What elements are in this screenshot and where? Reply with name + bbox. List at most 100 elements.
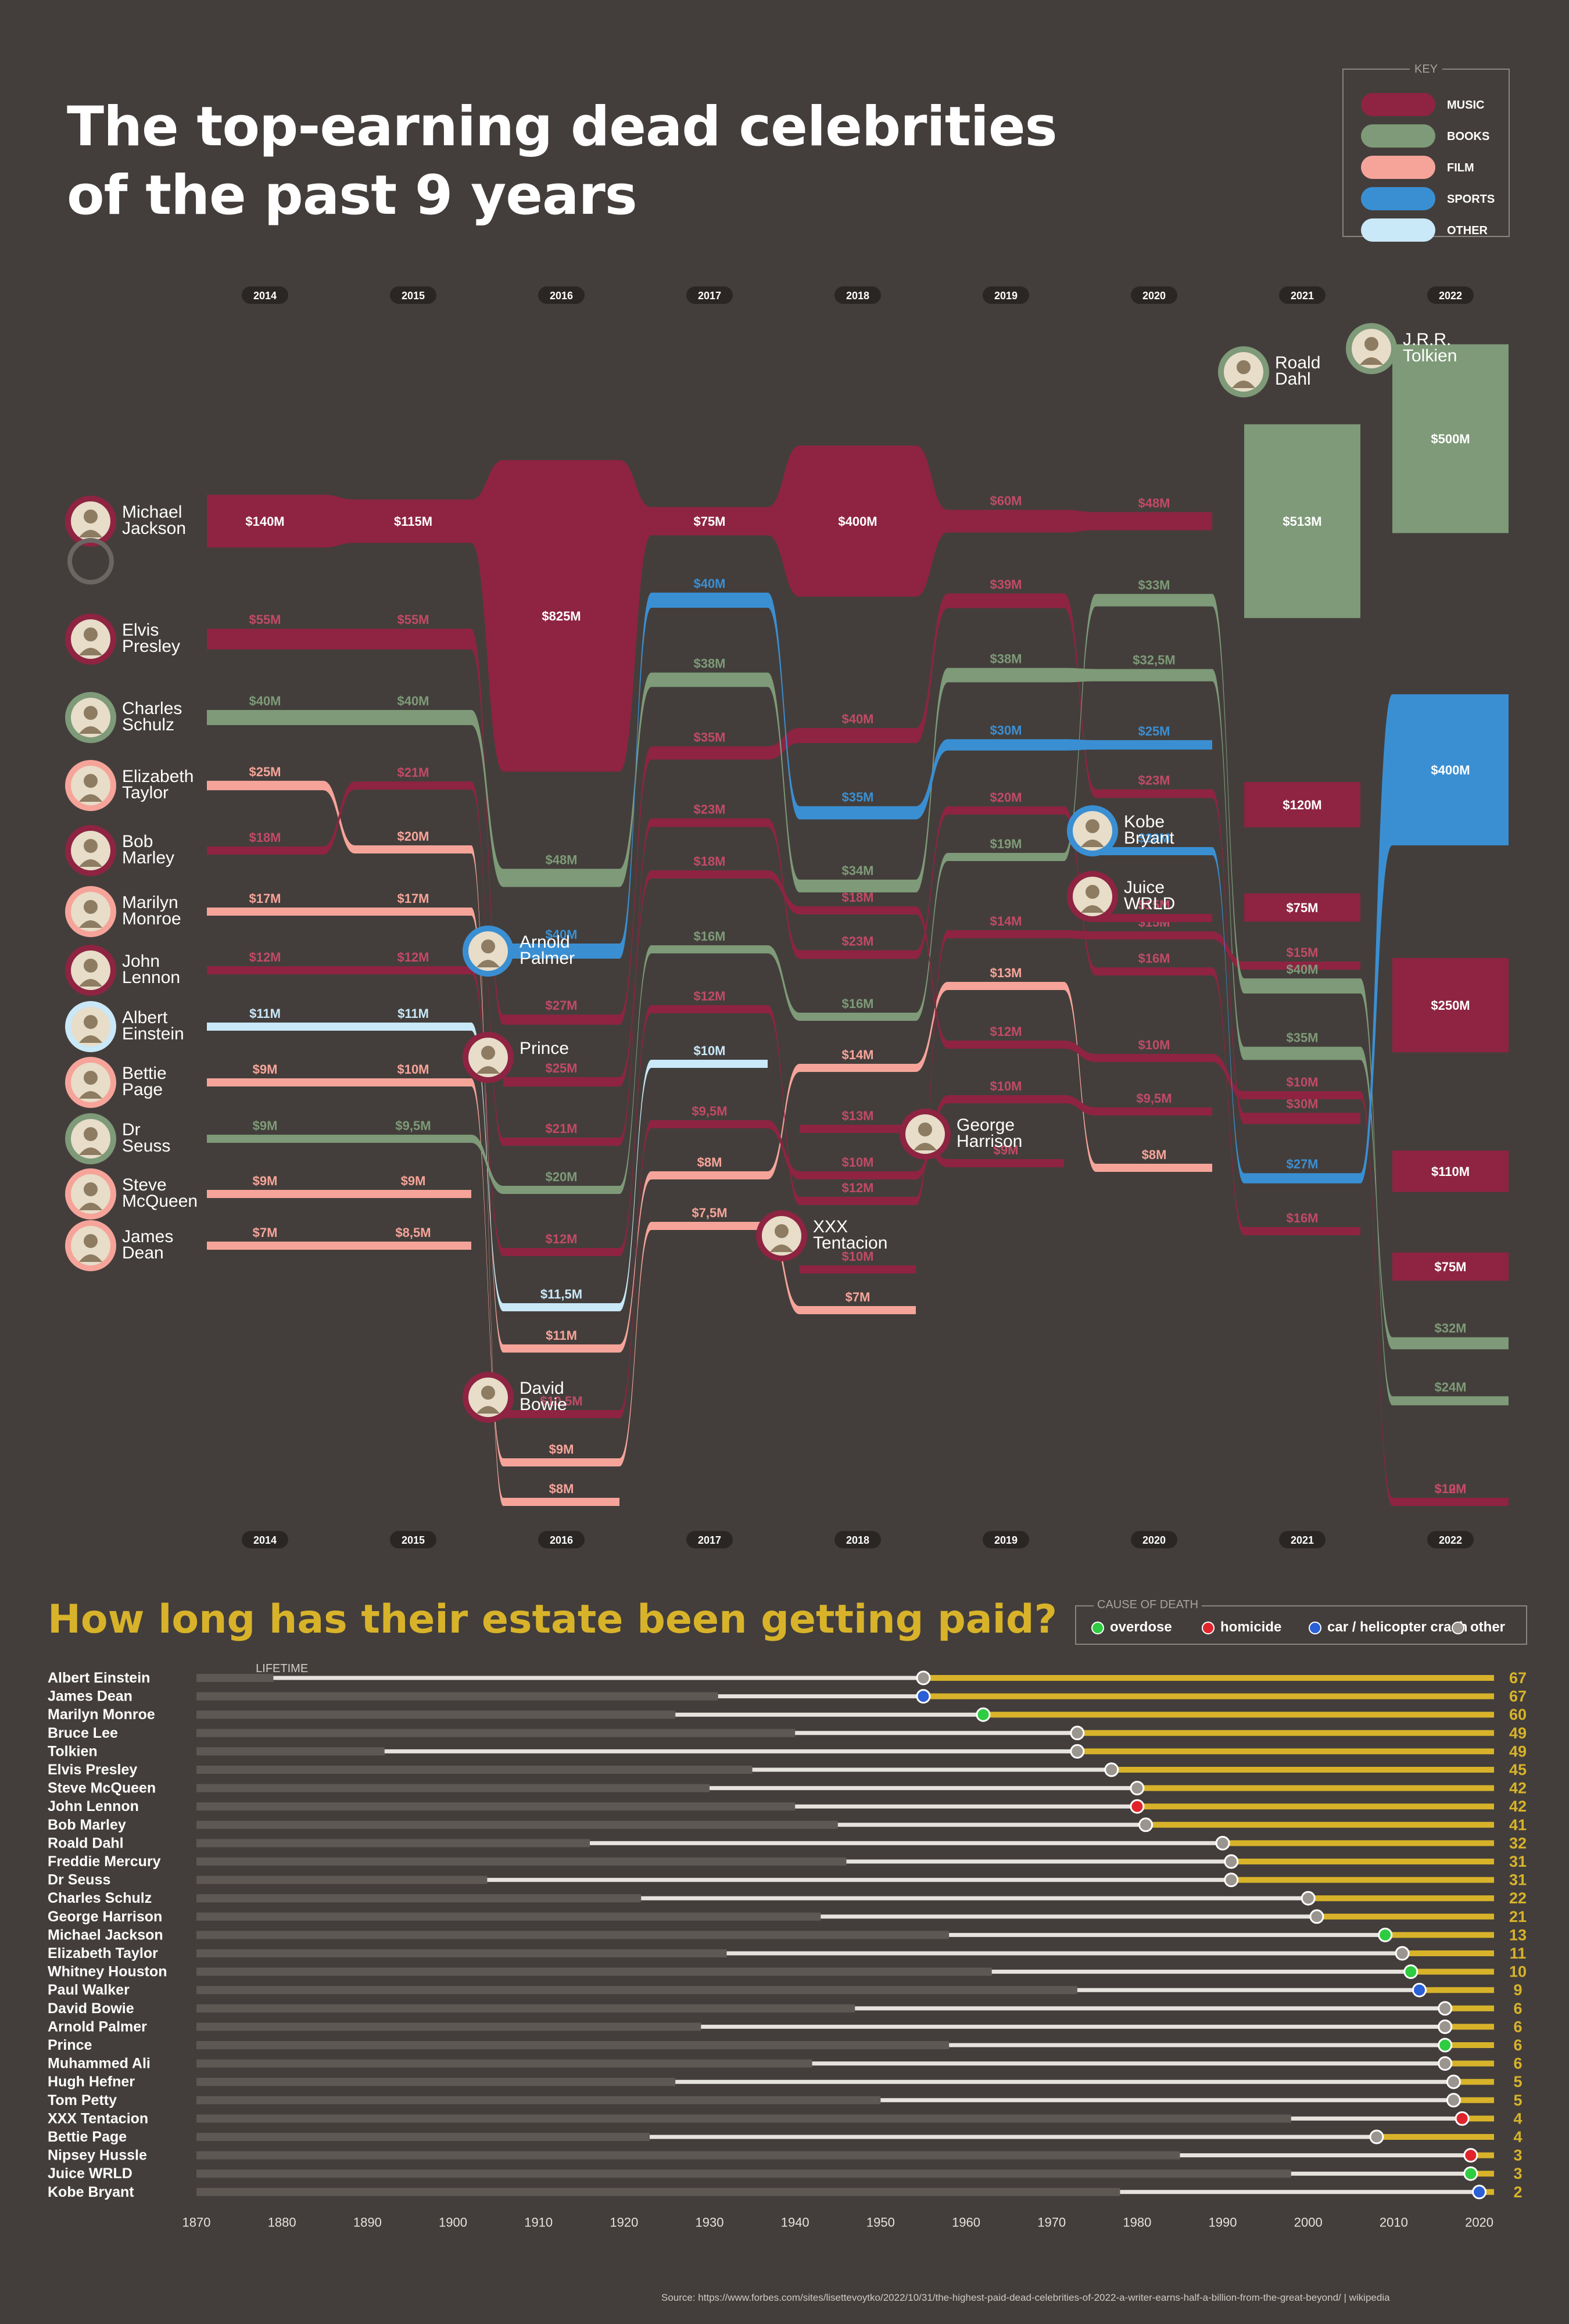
name-line2: Lennon xyxy=(122,968,180,987)
title-line-2: of the past 9 years xyxy=(67,164,637,227)
x-tick-1960: 1960 xyxy=(952,2215,980,2229)
category-key: KEY MUSIC BOOKS FILM SPORTS OTHER xyxy=(1342,63,1510,242)
key-item-music: MUSIC xyxy=(1361,93,1506,116)
row-name: Arnold Palmer xyxy=(48,2018,147,2035)
life-row-charles-schulz: Charles Schulz 22 xyxy=(48,1889,1527,1907)
value-label: $17M xyxy=(249,891,281,906)
row-name: David Bowie xyxy=(48,2000,134,2017)
value-label: $34M xyxy=(841,863,873,878)
x-tick-1910: 1910 xyxy=(524,2215,553,2229)
portrait-icon xyxy=(84,706,98,720)
stream-band xyxy=(800,1265,916,1274)
value-label: $10M xyxy=(1434,1482,1466,1496)
year-pill xyxy=(983,286,1029,304)
portrait-body-icon xyxy=(1081,840,1104,847)
portrait-icon xyxy=(84,839,98,853)
name-line1: Dr xyxy=(122,1120,141,1139)
death-dot xyxy=(1215,1835,1230,1850)
years-paid-label: 6 xyxy=(1513,2055,1522,2072)
cause-of-death-legend: CAUSE OF DEATH overdose homicide car / h… xyxy=(1075,1598,1527,1645)
year-label: 2018 xyxy=(846,290,869,302)
death-dot xyxy=(1463,2148,1478,2163)
value-label: $7,5M xyxy=(692,1206,727,1220)
key-label-music: MUSIC xyxy=(1447,99,1485,112)
value-label: $250M xyxy=(1431,998,1470,1013)
row-name: Nipsey Hussle xyxy=(48,2147,147,2164)
spinner-icon xyxy=(67,538,114,584)
x-tick-1870: 1870 xyxy=(182,2215,211,2229)
life-row-bob-marley: Bob Marley 41 xyxy=(48,1816,1527,1834)
value-label: $38M xyxy=(990,652,1022,666)
years-paid-label: 31 xyxy=(1509,1853,1527,1870)
homicide-dot-icon xyxy=(1202,1621,1215,1634)
name-line2: Dahl xyxy=(1275,370,1311,389)
portrait-body-icon xyxy=(79,648,102,655)
value-label: $48M xyxy=(545,852,577,867)
year-pill xyxy=(1131,286,1177,304)
value-label: $55M xyxy=(397,612,429,627)
year-label: 2016 xyxy=(550,1534,573,1546)
year-pill xyxy=(242,286,288,304)
car-crash-dot-icon xyxy=(1309,1621,1321,1634)
stream-roald-dahl: $513M xyxy=(1244,424,1360,618)
death-dot xyxy=(1438,2056,1453,2071)
year-label: 2020 xyxy=(1142,1534,1166,1546)
death-dot xyxy=(1472,2185,1487,2200)
name-line1: David xyxy=(520,1379,564,1398)
x-tick-1920: 1920 xyxy=(610,2215,638,2229)
name-line1: Albert xyxy=(122,1008,168,1027)
life-row-elizabeth-taylor: Elizabeth Taylor 11 xyxy=(48,1945,1526,1962)
portrait-body-icon xyxy=(770,1245,793,1252)
name-line2: Bowie xyxy=(520,1395,567,1414)
value-label: $513M xyxy=(1283,514,1321,529)
value-label: $11M xyxy=(397,1006,429,1021)
value-label: $825M xyxy=(542,609,581,623)
cod-item-other: other xyxy=(1452,1619,1505,1636)
death-dot xyxy=(1224,1873,1239,1888)
name-line2: Bryant xyxy=(1124,829,1174,848)
value-label: $120M xyxy=(1283,798,1321,812)
x-tick-2010: 2010 xyxy=(1380,2215,1408,2229)
years-paid-label: 32 xyxy=(1509,1834,1527,1852)
death-dot xyxy=(1070,1726,1085,1741)
value-label: $40M xyxy=(249,694,281,708)
name-line1: Juice xyxy=(1124,878,1165,897)
value-label: $16M xyxy=(1286,1211,1318,1225)
value-label: $18M xyxy=(249,830,281,845)
key-swatch-sports xyxy=(1361,187,1435,210)
stream-band xyxy=(207,446,1212,772)
name-line2: Palmer xyxy=(520,949,575,968)
year-label: 2015 xyxy=(402,1534,425,1546)
portrait-body-icon xyxy=(1081,905,1104,913)
value-label: $16M xyxy=(1138,951,1170,966)
estate-subtitle: How long has their estate been getting p… xyxy=(48,1597,1058,1642)
years-paid-label: 11 xyxy=(1510,1945,1527,1962)
row-name: Elizabeth Taylor xyxy=(48,1945,158,1961)
name-line2: Jackson xyxy=(122,519,186,538)
x-tick-1980: 1980 xyxy=(1123,2215,1151,2229)
value-label: $25M xyxy=(249,765,281,779)
value-label: $11M xyxy=(249,1006,281,1021)
value-label: $13M xyxy=(841,1109,873,1123)
death-dot xyxy=(1455,2111,1470,2126)
value-label: $17M xyxy=(397,891,429,906)
year-label: 2022 xyxy=(1439,1534,1462,1546)
row-name: Bruce Lee xyxy=(48,1725,118,1741)
key-item-film: FILM xyxy=(1361,156,1506,179)
value-label: $9,5M xyxy=(1136,1091,1172,1106)
key-label-other: OTHER xyxy=(1447,224,1488,237)
stream-band xyxy=(207,593,1360,1124)
portrait-icon xyxy=(84,774,98,788)
death-dot xyxy=(1446,2074,1461,2089)
value-label: $18M xyxy=(841,890,873,905)
portrait-body-icon xyxy=(477,1066,500,1074)
portrait-icon xyxy=(481,939,495,953)
year-label: 2021 xyxy=(1291,290,1314,302)
year-label: 2022 xyxy=(1439,290,1462,302)
value-label: $12M xyxy=(990,1024,1022,1039)
year-pill xyxy=(242,1531,288,1548)
death-dot xyxy=(1224,1854,1239,1869)
